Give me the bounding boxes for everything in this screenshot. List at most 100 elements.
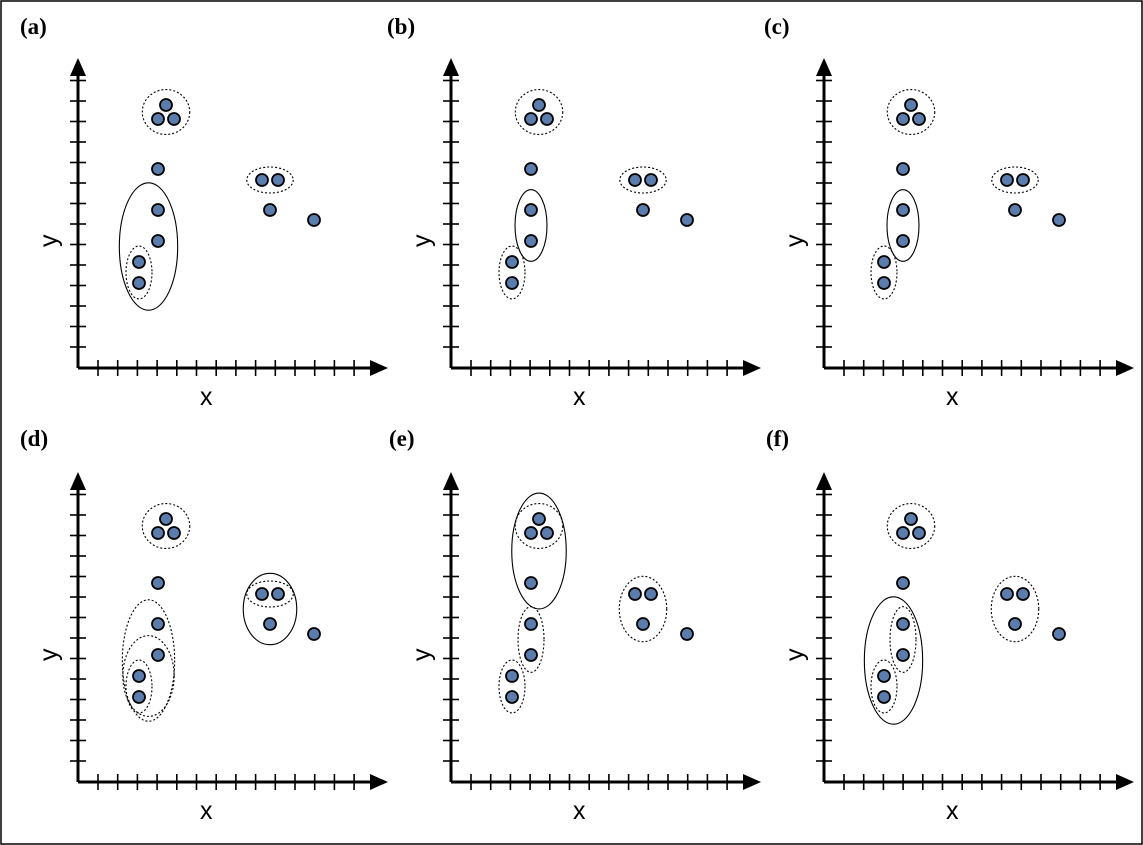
data-point (505, 690, 519, 704)
data-point (540, 112, 554, 126)
cluster-outline-solid (511, 492, 567, 610)
cluster-outline-dotted (886, 502, 936, 550)
data-point (524, 203, 538, 217)
panel-label: (c) (764, 14, 790, 39)
data-point (132, 669, 146, 683)
data-point (680, 627, 694, 641)
panel-a: (a) x y (20, 14, 388, 411)
data-point (151, 526, 165, 540)
data-point (524, 162, 538, 176)
data-point (877, 276, 891, 290)
x-axis-label: x (573, 797, 586, 825)
data-point (1052, 213, 1066, 227)
x-axis-label: x (200, 383, 213, 411)
data-point (307, 213, 321, 227)
panel-label: (b) (387, 14, 415, 39)
x-axis-label: x (200, 797, 213, 825)
x-axis-label: x (946, 797, 959, 825)
y-axis-arrow (443, 58, 459, 76)
y-axis-label: y (781, 234, 809, 247)
data-point (159, 512, 173, 526)
panel-f: (f) x y (766, 426, 1134, 825)
y-axis-label: y (781, 648, 809, 661)
cluster-outline-dotted (125, 659, 153, 714)
panel-canvas (70, 472, 388, 790)
data-point (307, 627, 321, 641)
panel-label: (f) (766, 426, 789, 451)
cluster-outline-dotted (618, 575, 668, 643)
data-point (159, 98, 173, 112)
data-point (904, 512, 918, 526)
panel-canvas (816, 472, 1134, 790)
panel-canvas (816, 58, 1134, 376)
y-axis-arrow (70, 472, 86, 490)
y-axis-label: y (408, 648, 436, 661)
data-point (263, 617, 277, 631)
panel-b: (b) x y (387, 14, 761, 411)
data-point (255, 587, 269, 601)
data-point (132, 690, 146, 704)
x-axis-arrow (1116, 360, 1134, 376)
data-point (505, 669, 519, 683)
cluster-outline-dotted (246, 580, 294, 608)
cluster-outline-solid (118, 182, 179, 311)
data-point (524, 526, 538, 540)
panel-canvas (443, 472, 761, 790)
panel-label: (e) (389, 426, 415, 451)
data-point (151, 234, 165, 248)
data-point (167, 526, 181, 540)
y-axis-arrow (816, 472, 832, 490)
cluster-outline-solid (863, 596, 924, 725)
data-point (1052, 627, 1066, 641)
data-point (524, 112, 538, 126)
data-point (524, 617, 538, 631)
y-axis-arrow (70, 58, 86, 76)
cluster-outline-dotted (514, 502, 564, 550)
cluster-outline-dotted (141, 88, 191, 136)
x-axis-label: x (573, 383, 586, 411)
panel-label: (d) (20, 426, 48, 451)
data-point (904, 98, 918, 112)
data-point (628, 173, 642, 187)
cluster-outline-dotted (870, 659, 898, 714)
cluster-outline-dotted (498, 659, 526, 714)
data-point (628, 587, 642, 601)
data-point (1000, 173, 1014, 187)
cluster-outline-dotted (870, 245, 898, 300)
data-point (1016, 587, 1030, 601)
x-axis-arrow (743, 360, 761, 376)
data-point (644, 173, 658, 187)
cluster-outline-solid (514, 189, 548, 262)
panel-c: (c) x y (764, 14, 1134, 411)
data-point (896, 203, 910, 217)
x-axis-arrow (370, 774, 388, 790)
data-point (167, 112, 181, 126)
cluster-outline-dotted (121, 599, 176, 722)
x-axis-arrow (1116, 774, 1134, 790)
data-point (132, 276, 146, 290)
cluster-outline-dotted (498, 245, 526, 300)
data-point (505, 276, 519, 290)
panel-canvas (443, 58, 761, 376)
cluster-outline-dotted (991, 166, 1039, 194)
data-point (636, 617, 650, 631)
data-point (636, 203, 650, 217)
data-point (505, 255, 519, 269)
cluster-outline-dotted (619, 166, 667, 194)
panel-e: (e) x y (389, 426, 761, 825)
data-point (1000, 587, 1014, 601)
data-point (524, 234, 538, 248)
data-point (1016, 173, 1030, 187)
data-point (255, 173, 269, 187)
data-point (151, 112, 165, 126)
data-point (151, 617, 165, 631)
cluster-outline-solid (886, 189, 920, 262)
data-point (151, 648, 165, 662)
y-axis-label: y (35, 648, 63, 661)
data-point (263, 203, 277, 217)
data-point (877, 255, 891, 269)
data-point (271, 173, 285, 187)
data-point (896, 617, 910, 631)
data-point (896, 234, 910, 248)
